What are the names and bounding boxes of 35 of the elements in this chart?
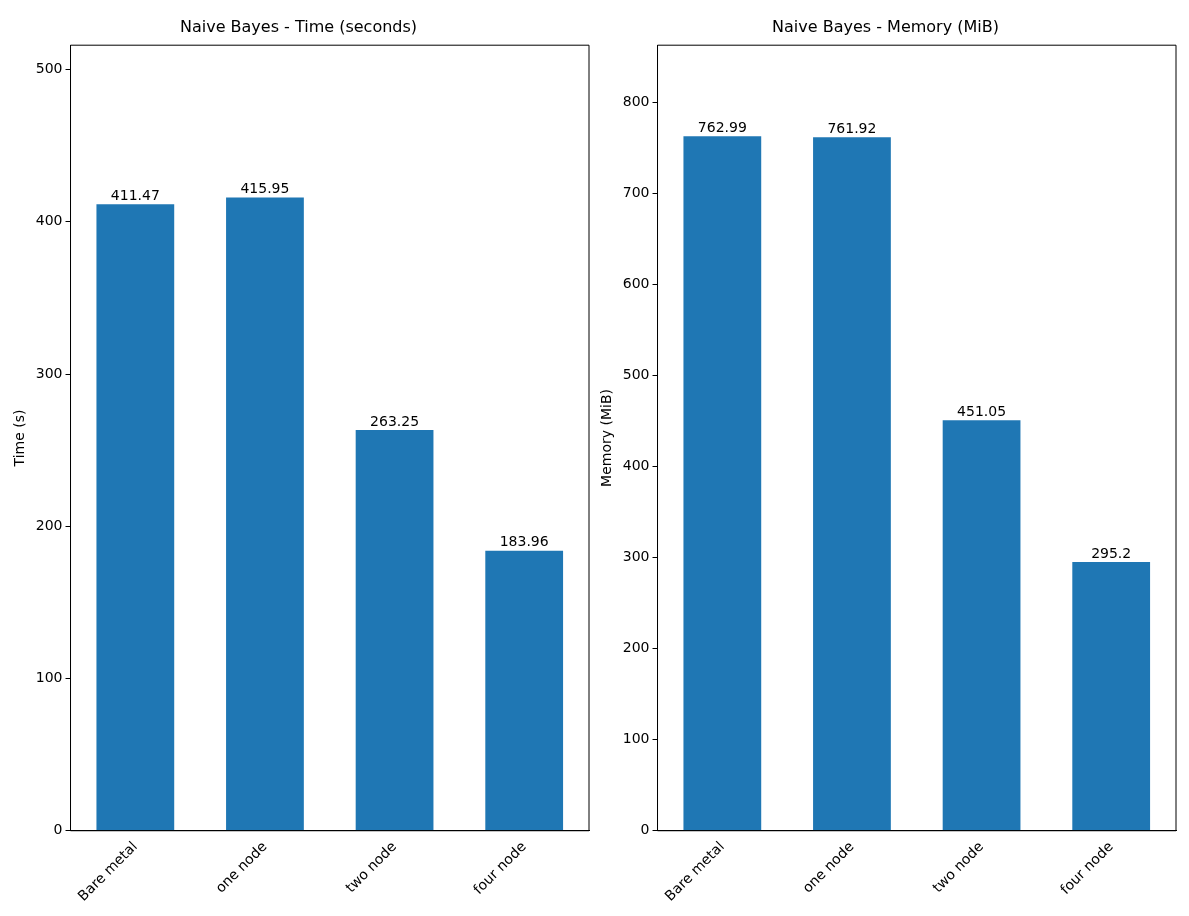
data-label: 183.96 [499, 533, 549, 550]
bar [96, 204, 175, 831]
data-label: 295.2 [1091, 544, 1132, 561]
y-tick-label: 400 [35, 212, 63, 229]
bar [485, 550, 564, 831]
y-tick-label: 300 [622, 548, 650, 565]
y-axis-title: Memory (MiB) [598, 389, 615, 487]
bar [942, 420, 1021, 831]
y-tick-label: 600 [622, 275, 650, 292]
y-tick-label: 200 [622, 639, 650, 656]
data-label: 411.47 [110, 186, 160, 203]
bar [226, 197, 304, 831]
y-tick-label: 100 [622, 730, 650, 747]
y-tick-label: 300 [35, 364, 63, 381]
y-tick-label: 800 [622, 93, 650, 110]
y-axis-title: Time (s) [11, 409, 28, 468]
y-tick-label: 500 [35, 60, 63, 77]
data-label: 263.25 [370, 412, 420, 429]
y-tick-label: 0 [53, 821, 63, 838]
y-tick-label: 200 [35, 516, 63, 533]
y-tick-label: 700 [622, 184, 650, 201]
y-tick-label: 100 [35, 669, 63, 686]
data-label: 415.95 [240, 180, 290, 197]
chart-title: Naive Bayes - Time (seconds) [179, 16, 418, 36]
y-tick-label: 500 [622, 366, 650, 383]
bar [683, 136, 762, 831]
chart-title: Naive Bayes - Memory (MiB) [772, 16, 999, 36]
data-label: 761.92 [827, 119, 877, 136]
bar [355, 429, 434, 831]
y-tick-label: 400 [622, 457, 650, 474]
data-label: 451.05 [957, 402, 1007, 419]
data-label: 762.99 [697, 118, 747, 135]
bar [1072, 562, 1151, 831]
bar [813, 137, 891, 831]
y-tick-label: 0 [640, 821, 650, 838]
